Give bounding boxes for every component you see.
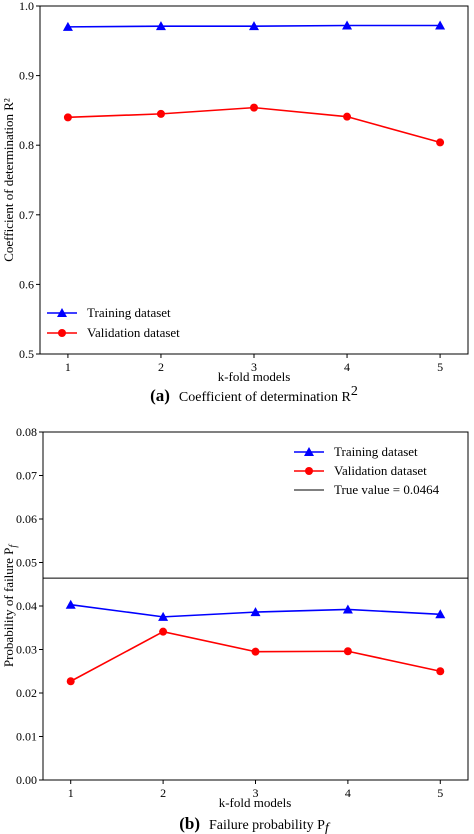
x-axis-label-a: k-fold models — [218, 369, 291, 384]
y-tick-label-1-2: 0.02 — [16, 686, 37, 700]
series-line-1-1 — [70, 630, 441, 682]
x-tick-label-0-1: 2 — [158, 360, 164, 374]
y-axis-label-b-subscript: f — [8, 544, 19, 548]
caption-b: (b) Failure probability Pf — [179, 814, 331, 834]
y-tick-label-0-0: 0.5 — [19, 347, 34, 361]
plot-frame-a — [39, 5, 469, 355]
y-tick-label-0-2: 0.7 — [19, 208, 34, 222]
y-tick-label-1-4: 0.04 — [16, 599, 37, 613]
y-tick-label-1-0: 0.00 — [16, 773, 37, 787]
legend-label-1-0: Training dataset — [334, 444, 418, 459]
y-tick-label-1-3: 0.03 — [16, 643, 37, 657]
series-point-0-1-0 — [63, 113, 72, 122]
y-tick-label-1-7: 0.07 — [16, 469, 37, 483]
legend-label-0-0: Training dataset — [87, 305, 171, 320]
panel-label-b: (b) — [179, 814, 200, 833]
series-point-0-0-1 — [155, 21, 166, 31]
caption-superscript-a: 2 — [351, 384, 358, 399]
x-tick-label-1-2: 3 — [253, 786, 259, 800]
legend-label-1-2: True value = 0.0464 — [334, 482, 440, 497]
panel-label-a: (a) — [150, 386, 170, 405]
legend-a: Training dataset Validation dataset — [47, 305, 180, 340]
series-point-1-1-4 — [436, 667, 445, 676]
y-tick-label-0-5: 1.0 — [19, 0, 34, 13]
series-line-0-1 — [67, 106, 441, 144]
legend-label-1-1: Validation dataset — [334, 463, 427, 478]
x-axis-label-b: k-fold models — [219, 795, 292, 810]
x-tick-label-1-1: 2 — [160, 786, 166, 800]
x-tick-label-0-2: 3 — [251, 360, 257, 374]
chart-panel-a: 0.5 0.6 0.7 0.8 0.9 1.0 1 2 3 4 5 Training dataset… — [1, 0, 469, 405]
y-axis-label-b-text: Probability of failure P — [1, 548, 16, 668]
series-point-0-0-4 — [435, 20, 446, 30]
y-tick-label-1-1: 0.01 — [16, 730, 37, 744]
series-point-0-0-2 — [249, 21, 259, 31]
series-point-1-0-3 — [342, 604, 353, 614]
x-tick-label-0-4: 5 — [437, 360, 443, 374]
y-tick-label-0-3: 0.8 — [19, 138, 34, 152]
x-tick-label-1-4: 5 — [437, 786, 443, 800]
legend-marker-1-0 — [304, 447, 314, 456]
series-point-1-1-0 — [66, 677, 75, 686]
legend-label-0-1: Validation dataset — [87, 325, 180, 340]
y-axis-label-b: Probability of failure Pf — [1, 544, 19, 668]
y-tick-label-1-6: 0.06 — [16, 512, 37, 526]
y-tick-label-1-5: 0.05 — [16, 556, 37, 570]
x-tick-label-0-3: 4 — [344, 360, 350, 374]
series-point-0-1-2 — [250, 103, 258, 112]
legend-b: Training dataset Validation dataset True v… — [294, 444, 440, 497]
series-point-1-1-1 — [159, 627, 168, 636]
caption-subscript-b: f — [325, 821, 331, 834]
series-point-1-0-4 — [435, 609, 446, 619]
series-point-0-0-0 — [62, 21, 73, 31]
legend-marker-1-1 — [305, 467, 313, 475]
caption-text-a: Coefficient of determination R — [179, 390, 352, 405]
series-point-1-0-2 — [250, 607, 261, 617]
caption-text-b: Failure probability P — [209, 818, 325, 833]
series-point-1-1-2 — [251, 647, 260, 656]
series-point-1-0-1 — [158, 611, 169, 621]
y-tick-label-0-4: 0.9 — [19, 69, 34, 83]
x-tick-label-0-0: 1 — [65, 360, 71, 374]
caption-a: (a) Coefficient of determination R2 — [150, 384, 358, 405]
chart-panel-b: 0.00 0.01 0.02 0.03 0.04 0.05 0.06 0.07 0.08 1 2 3 4… — [1, 425, 469, 834]
x-tick-label-1-0: 1 — [68, 786, 74, 800]
y-tick-label-0-1: 0.6 — [19, 277, 34, 291]
series-point-1-1-3 — [343, 647, 352, 656]
legend-marker-0-1 — [58, 329, 66, 337]
series-point-0-1-1 — [156, 109, 165, 118]
series-point-0-1-4 — [436, 138, 445, 147]
y-tick-label-1-8: 0.08 — [16, 425, 37, 439]
x-tick-label-1-3: 4 — [345, 786, 351, 800]
y-axis-label-a: Coefficient of determination R² — [1, 98, 16, 262]
series-point-0-0-3 — [342, 20, 353, 30]
series-point-0-1-3 — [343, 112, 352, 121]
series-point-1-0-0 — [65, 599, 76, 609]
legend-marker-0-0 — [57, 308, 67, 317]
